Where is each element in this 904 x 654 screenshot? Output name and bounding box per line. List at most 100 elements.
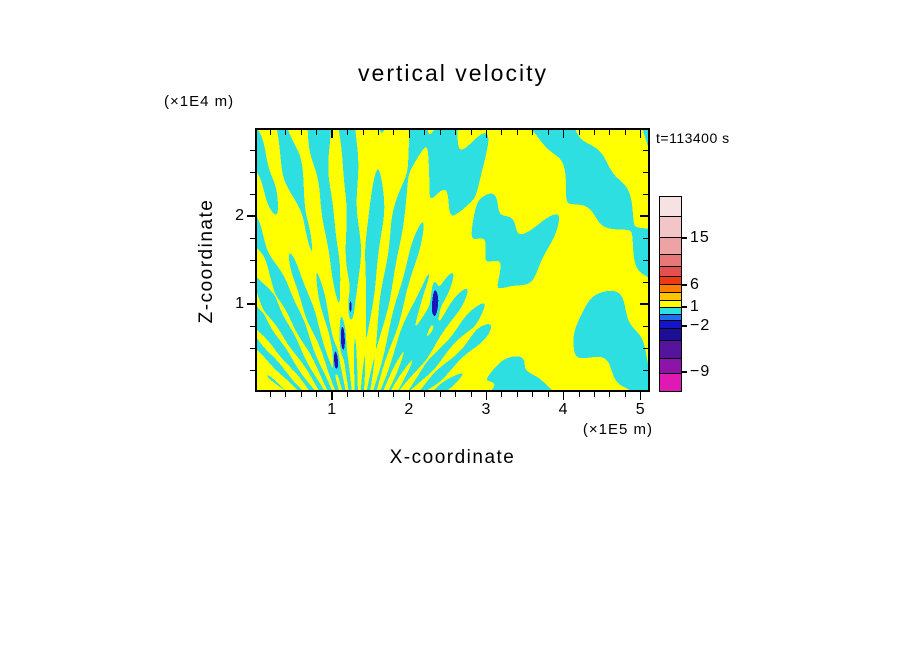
x-axis-minor-tick-top [285, 130, 287, 135]
colorbar-segment [660, 307, 681, 314]
colorbar-segment [660, 313, 681, 321]
heatmap-canvas [257, 130, 648, 390]
colorbar-segment [660, 266, 681, 276]
colorbar-segment [660, 197, 681, 217]
x-axis-minor-tick [316, 392, 318, 397]
x-axis-minor-tick-top [316, 130, 318, 135]
z-axis-minor-tick-right [643, 237, 648, 239]
x-axis-minor-tick [532, 392, 534, 397]
z-axis-minor-tick [250, 369, 255, 371]
z-axis-major-tick-right [640, 215, 648, 217]
time-label: t=113400 s [656, 130, 730, 146]
x-axis-major-tick [331, 392, 333, 400]
x-axis-minor-tick [501, 392, 503, 397]
colorbar-segment [660, 216, 681, 237]
colorbar-tick [682, 306, 687, 308]
colorbar [659, 196, 682, 392]
x-axis-minor-tick-top [424, 130, 426, 135]
z-axis-minor-tick-right [643, 149, 648, 151]
x-tick-label: 2 [404, 401, 415, 418]
x-axis-major-tick-top [408, 130, 411, 138]
x-axis-minor-tick [362, 392, 364, 397]
x-axis-minor-tick [624, 392, 626, 397]
colorbar-segment [660, 284, 681, 293]
x-axis-minor-tick [285, 392, 287, 397]
colorbar-segment [660, 373, 681, 391]
x-axis-minor-tick-top [624, 130, 626, 135]
z-axis-major-tick-right [640, 303, 648, 305]
z-tick-label: 1 [235, 295, 245, 312]
x-axis-minor-tick-top [347, 130, 349, 135]
x-axis-minor-tick [516, 392, 518, 397]
x-axis-minor-tick [470, 392, 472, 397]
colorbar-segment [660, 339, 681, 358]
x-axis-minor-tick [377, 392, 379, 397]
x-axis-minor-tick [393, 392, 395, 397]
x-axis-minor-tick [609, 392, 611, 397]
x-axis-minor-tick-top [300, 130, 302, 135]
x-axis-minor-tick-top [377, 130, 379, 135]
x-axis-major-tick [562, 392, 565, 400]
colorbar-segment [660, 320, 681, 328]
z-axis-minor-tick [250, 259, 255, 261]
z-axis-minor-tick-right [643, 347, 648, 349]
z-axis-minor-tick [250, 237, 255, 239]
x-axis-minor-tick-top [593, 130, 595, 135]
x-tick-label: 3 [481, 401, 492, 418]
x-axis-minor-tick [347, 392, 349, 397]
x-axis-minor-tick-top [516, 130, 518, 135]
z-axis-minor-tick [250, 325, 255, 327]
x-tick-label: 5 [635, 401, 646, 418]
colorbar-segment [660, 254, 681, 267]
colorbar-label: 6 [690, 276, 700, 294]
colorbar-segment [660, 292, 681, 300]
colorbar-tick [682, 325, 687, 327]
x-axis-major-tick-top [639, 130, 642, 138]
x-axis-minor-tick [424, 392, 426, 397]
x-axis-minor-tick-top [470, 130, 472, 135]
colorbar-label: −9 [690, 362, 711, 380]
y-axis-units-label: (×1E4 m) [164, 93, 235, 110]
x-axis-major-tick [639, 392, 642, 400]
colorbar-label: 15 [690, 228, 710, 246]
x-axis-minor-tick-top [578, 130, 580, 135]
colorbar-label: −2 [690, 316, 711, 334]
x-axis-label: X-coordinate [389, 447, 516, 468]
x-axis-minor-tick-top [393, 130, 395, 135]
z-tick-label: 2 [235, 207, 245, 224]
x-axis-minor-tick-top [439, 130, 441, 135]
z-axis-major-tick [247, 215, 255, 217]
x-axis-minor-tick [578, 392, 580, 397]
plot-area [255, 128, 650, 392]
z-axis-minor-tick-right [643, 259, 648, 261]
x-axis-minor-tick [455, 392, 457, 397]
z-axis-major-tick [247, 303, 255, 305]
x-axis-minor-tick-top [269, 130, 271, 135]
x-axis-major-tick-top [331, 130, 333, 138]
z-axis-minor-tick [250, 171, 255, 173]
x-axis-minor-tick [269, 392, 271, 397]
z-axis-minor-tick-right [643, 281, 648, 283]
z-axis-minor-tick-right [643, 369, 648, 371]
x-axis-minor-tick [593, 392, 595, 397]
colorbar-segment [660, 275, 681, 285]
colorbar-segment [660, 357, 681, 374]
colorbar-tick [682, 371, 687, 373]
colorbar-segment [660, 299, 681, 308]
z-axis-minor-tick [250, 193, 255, 195]
colorbar-segment [660, 236, 681, 255]
colorbar-tick [682, 284, 687, 286]
colorbar-tick [682, 237, 687, 239]
x-axis-minor-tick-top [501, 130, 503, 135]
x-axis-minor-tick-top [609, 130, 611, 135]
x-axis-major-tick-top [562, 130, 565, 138]
x-axis-minor-tick [439, 392, 441, 397]
x-axis-major-tick [408, 392, 411, 400]
z-axis-minor-tick [250, 281, 255, 283]
z-axis-minor-tick [250, 149, 255, 151]
colorbar-label: 1 [690, 297, 700, 315]
x-tick-label: 4 [558, 401, 569, 418]
x-axis-units-label: (×1E5 m) [582, 421, 653, 438]
x-tick-label: 1 [327, 401, 338, 418]
